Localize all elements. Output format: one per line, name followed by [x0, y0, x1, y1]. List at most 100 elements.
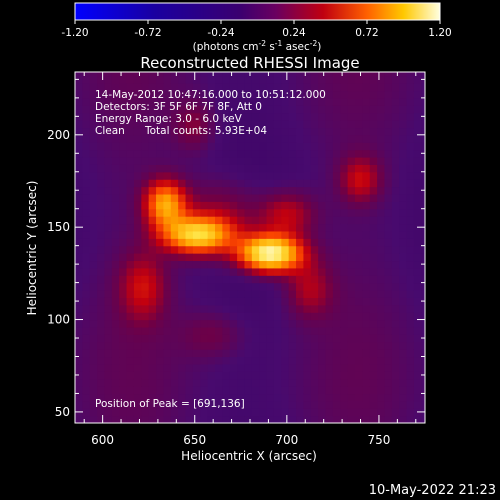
heatmap-cell [229, 334, 238, 343]
heatmap-cell [259, 319, 268, 328]
heatmap-cell [340, 201, 349, 210]
heatmap-cell [229, 289, 238, 298]
heatmap-cell [251, 260, 260, 269]
heatmap-cell [156, 297, 165, 306]
heatmap-cell [288, 245, 297, 254]
heatmap-cell [310, 208, 319, 217]
heatmap-cell [421, 349, 425, 358]
heatmap-cell [97, 230, 106, 239]
heatmap-cell [207, 120, 216, 129]
heatmap-cell [399, 149, 408, 158]
heatmap-cell [399, 304, 408, 313]
heatmap-cell [89, 120, 98, 129]
heatmap-cell [133, 164, 142, 173]
heatmap-cell [406, 142, 415, 151]
heatmap-cell [384, 72, 393, 77]
heatmap-cell [200, 363, 209, 372]
heatmap-cell [104, 245, 113, 254]
heatmap-cell [310, 386, 319, 395]
heatmap-cell [406, 319, 415, 328]
heatmap-cell [377, 97, 386, 106]
heatmap-cell [347, 230, 356, 239]
heatmap-cell [281, 127, 290, 136]
x-tick-label: 750 [367, 433, 390, 447]
heatmap-cell [391, 186, 400, 195]
heatmap-cell [229, 408, 238, 417]
heatmap-cell [318, 393, 327, 402]
heatmap-cell [384, 312, 393, 321]
heatmap-cell [200, 223, 209, 232]
heatmap-cell [111, 112, 120, 121]
heatmap-cell [156, 260, 165, 269]
heatmap-cell [119, 179, 128, 188]
heatmap-cell [133, 378, 142, 387]
heatmap-cell [384, 304, 393, 313]
heatmap-cell [288, 312, 297, 321]
heatmap-cell [244, 201, 253, 210]
heatmap-cell [163, 127, 172, 136]
heatmap-cell [355, 134, 363, 143]
heatmap-cell [296, 275, 305, 284]
heatmap-cell [406, 297, 415, 306]
heatmap-cell [229, 319, 238, 328]
heatmap-cell [325, 349, 334, 358]
heatmap-cell [133, 127, 142, 136]
heatmap-cell [133, 83, 142, 92]
heatmap-cell [347, 120, 356, 129]
heatmap-cell [303, 230, 312, 239]
heatmap-cell [133, 97, 142, 106]
heatmap-cell [237, 326, 246, 335]
heatmap-cell [207, 289, 216, 298]
heatmap-cell [288, 112, 297, 121]
heatmap-cell [413, 171, 422, 180]
heatmap-cell [229, 282, 238, 291]
heatmap-cell [192, 112, 201, 121]
heatmap-cell [347, 253, 356, 262]
heatmap-cell [325, 267, 334, 276]
heatmap-cell [266, 75, 275, 84]
heatmap-cell [340, 90, 349, 99]
heatmap-cell [310, 120, 319, 129]
heatmap-cell [89, 378, 98, 387]
heatmap-cell [200, 297, 209, 306]
heatmap-cell [119, 275, 128, 284]
heatmap-cell [391, 267, 400, 276]
heatmap-cell [303, 164, 312, 173]
heatmap-cell [163, 72, 172, 77]
heatmap-cell [273, 253, 282, 262]
heatmap-cell [192, 334, 201, 343]
heatmap-cell [391, 304, 400, 313]
heatmap-cell [369, 156, 378, 165]
heatmap-cell [97, 134, 106, 143]
heatmap-cell [310, 326, 319, 335]
heatmap-cell [104, 275, 113, 284]
heatmap-cell [119, 193, 128, 202]
heatmap-cell [185, 245, 194, 254]
heatmap-cell [384, 142, 393, 151]
heatmap-cell [413, 208, 422, 217]
heatmap-cell [332, 304, 341, 313]
heatmap-cell [296, 349, 305, 358]
heatmap-cell [310, 97, 319, 106]
heatmap-cell [178, 400, 187, 409]
heatmap-cell [185, 304, 194, 313]
heatmap-cell [111, 90, 120, 99]
heatmap-cell [97, 208, 106, 217]
heatmap-cell [178, 393, 187, 402]
heatmap-cell [421, 97, 425, 106]
heatmap-cell [148, 149, 157, 158]
colorbar-units-label: (photons cm-2 s-1 asec-2) [193, 39, 322, 53]
heatmap-cell [244, 289, 253, 298]
heatmap-cell [318, 120, 327, 129]
heatmap-cell [75, 120, 83, 129]
heatmap-cell [163, 149, 172, 158]
heatmap-cell [332, 393, 341, 402]
heatmap-cell [310, 127, 319, 136]
heatmap-cell [207, 393, 216, 402]
heatmap-cell [82, 400, 91, 409]
heatmap-cell [141, 164, 150, 173]
heatmap-cell [244, 149, 253, 158]
heatmap-cell [89, 127, 98, 136]
heatmap-cell [244, 238, 253, 247]
heatmap-cell [318, 193, 327, 202]
